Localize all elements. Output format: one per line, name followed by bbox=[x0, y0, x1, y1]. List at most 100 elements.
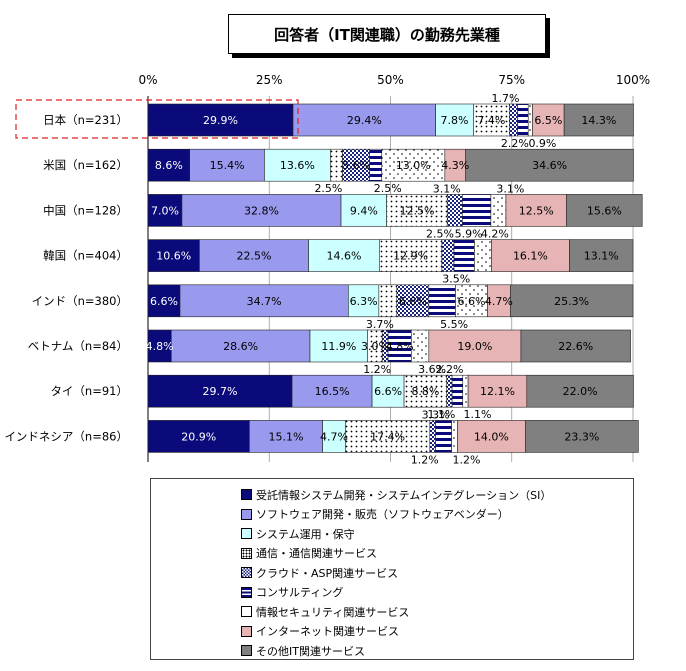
bar-segment bbox=[520, 329, 631, 363]
bar-segment bbox=[505, 194, 567, 227]
data-label: 1.1% bbox=[463, 408, 491, 421]
bar-segment bbox=[340, 194, 387, 227]
data-label: 8.6% bbox=[155, 159, 183, 172]
legend-label: 受託情報システム開発・システムインテグレーション（SI） bbox=[256, 488, 552, 502]
category-label: 韓国（n=404） bbox=[43, 249, 128, 263]
bar-segment bbox=[264, 148, 331, 182]
category-label: 中国（n=128） bbox=[43, 203, 128, 217]
category-label: タイ（n=91） bbox=[50, 384, 128, 398]
bar-segment bbox=[509, 284, 634, 318]
legend-item: クラウド・ASP関連サービス bbox=[241, 563, 633, 583]
legend-swatch bbox=[241, 547, 252, 559]
bar-segment bbox=[381, 148, 446, 182]
data-label: 5.5% bbox=[440, 318, 468, 331]
legend-label: システム運用・保守 bbox=[256, 527, 355, 541]
data-label: 15.1% bbox=[269, 430, 304, 443]
data-label: 4.8% bbox=[146, 340, 174, 353]
data-label: 1.2% bbox=[363, 363, 391, 376]
data-label: 16.1% bbox=[513, 250, 548, 263]
bar-segment bbox=[181, 194, 342, 227]
legend-item: システム運用・保守 bbox=[241, 524, 633, 544]
data-label: 28.6% bbox=[223, 340, 258, 353]
bar-segment bbox=[308, 239, 380, 272]
bar-segment bbox=[147, 284, 181, 318]
data-label: 29.4% bbox=[347, 114, 382, 127]
category-label: 米国（n=162） bbox=[43, 158, 128, 172]
legend-swatch bbox=[241, 625, 252, 637]
data-label: 34.7% bbox=[247, 295, 282, 308]
bar-segment bbox=[490, 194, 507, 227]
data-label: 1.1% bbox=[427, 408, 455, 421]
data-label: 29.9% bbox=[203, 114, 238, 127]
data-label: 1.2% bbox=[411, 453, 439, 466]
data-label: 13.6% bbox=[280, 159, 315, 172]
data-label: 0.9% bbox=[528, 137, 556, 150]
bar-segment bbox=[566, 194, 643, 227]
legend-swatch bbox=[241, 508, 252, 520]
bar-segment bbox=[170, 329, 311, 363]
data-label: 34.6% bbox=[532, 159, 567, 172]
data-label: 12.5% bbox=[399, 204, 434, 217]
bar-segment bbox=[386, 194, 448, 227]
bar-segment bbox=[378, 284, 398, 318]
data-label: 4.7% bbox=[320, 430, 348, 443]
bar-segment bbox=[147, 374, 293, 408]
data-label: 20.9% bbox=[181, 430, 216, 443]
bar-segment bbox=[563, 103, 634, 137]
legend-item: コンサルティング bbox=[241, 583, 633, 603]
category-label: 日本（n=231） bbox=[43, 113, 128, 127]
data-label: 6.3% bbox=[350, 295, 378, 308]
stacked-bar-chart: 0% 25% 50% 75% 100% 日本（n=231） 米国（n=162） 中国（n=12… bbox=[4, 73, 650, 466]
data-label: 29.7% bbox=[203, 385, 238, 398]
legend-item: 情報セキュリティ関連サービス bbox=[241, 602, 633, 622]
data-label: 25.3% bbox=[554, 295, 589, 308]
legend-item: インターネット関連サービス bbox=[241, 622, 633, 642]
bar-segment bbox=[403, 374, 448, 408]
data-label: 5.9% bbox=[455, 227, 483, 240]
data-label: 10.6% bbox=[156, 250, 191, 263]
data-label: 19.0% bbox=[457, 340, 492, 353]
data-label: 6.6% bbox=[458, 295, 486, 308]
legend: 受託情報システム開発・システムインテグレーション（SI） ソフトウェア開発・販売（… bbox=[150, 478, 634, 660]
bar-segment bbox=[291, 374, 373, 408]
category-label: インド（n=380） bbox=[32, 294, 128, 308]
data-label: 3.7% bbox=[366, 318, 394, 331]
data-label: 3.3% bbox=[422, 408, 450, 421]
bar-segment bbox=[474, 239, 492, 272]
bar-segment bbox=[249, 420, 323, 453]
bar-segment bbox=[345, 420, 431, 453]
bar-segment bbox=[462, 374, 469, 408]
data-label: 6.6% bbox=[150, 295, 178, 308]
bar-segment bbox=[509, 103, 518, 137]
legend-label: 情報セキュリティ関連サービス bbox=[256, 605, 410, 619]
category-label: インドネシア（n=86） bbox=[4, 429, 128, 443]
data-label: 9.4% bbox=[350, 204, 378, 217]
bar-segment bbox=[451, 420, 458, 453]
bar-segment bbox=[147, 148, 191, 182]
bar-segment bbox=[526, 374, 634, 408]
data-label: 8.8% bbox=[411, 385, 439, 398]
bar-segment bbox=[147, 194, 183, 227]
x-tick-label: 75% bbox=[498, 73, 525, 87]
bar-segment bbox=[569, 239, 634, 272]
data-label: 6.5% bbox=[534, 114, 562, 127]
data-label: 14.0% bbox=[474, 430, 509, 443]
data-label: 2.5% bbox=[374, 182, 402, 195]
data-label: 14.6% bbox=[326, 250, 361, 263]
bar-segment bbox=[179, 284, 349, 318]
data-label: 7.4% bbox=[477, 114, 505, 127]
bar-segment bbox=[465, 148, 634, 182]
bar-segment bbox=[491, 239, 570, 272]
data-label: 13.0% bbox=[396, 159, 431, 172]
legend-item: ソフトウェア開発・販売（ソフトウェアベンダー） bbox=[241, 505, 633, 525]
legend-label: その他IT関連サービス bbox=[256, 644, 365, 658]
data-label: 2.5% bbox=[314, 182, 342, 195]
legend-swatch bbox=[241, 606, 252, 618]
legend-item: その他IT関連サービス bbox=[241, 641, 633, 661]
data-label: 6.6% bbox=[399, 295, 427, 308]
bar-segment bbox=[371, 374, 405, 408]
bar-segment bbox=[147, 420, 250, 453]
bar-segment bbox=[369, 148, 383, 182]
data-label: 5.6% bbox=[342, 159, 370, 172]
bar-segment bbox=[435, 420, 452, 453]
